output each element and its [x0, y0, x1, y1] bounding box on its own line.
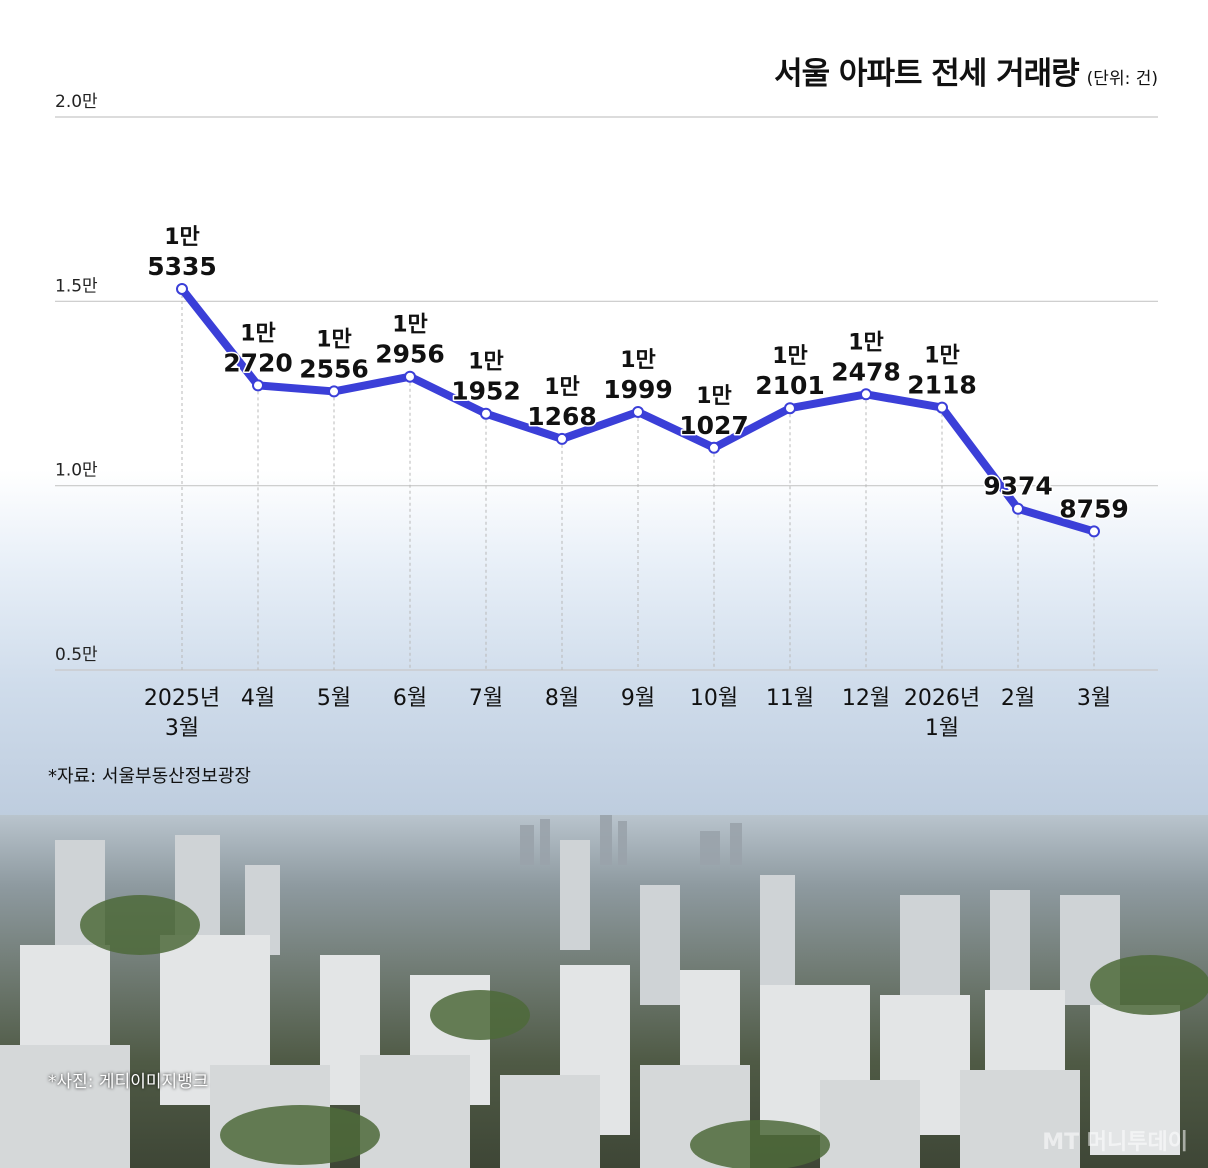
sky-background — [0, 470, 1208, 830]
x-tick-label: 2025년 — [144, 686, 220, 711]
data-point — [1088, 525, 1100, 538]
value-label: 8759 — [1059, 494, 1129, 523]
value-label-top: 1만 — [468, 350, 504, 375]
data-point — [936, 401, 948, 414]
y-tick-label: 1.5만 — [55, 276, 98, 296]
chart-title-block: 서울 아파트 전세 거래량 (단위: 건) — [774, 48, 1158, 93]
x-tick-label: 6월 — [393, 686, 427, 711]
value-label: 1027 — [679, 411, 749, 440]
value-label: 2956 — [375, 340, 445, 369]
chart-title: 서울 아파트 전세 거래량 — [774, 56, 1080, 92]
x-tick-label: 12월 — [842, 686, 890, 711]
x-tick-label: 10월 — [690, 686, 738, 711]
data-point — [480, 407, 492, 420]
x-tick-label: 3월 — [1077, 686, 1111, 711]
value-label-top: 1만 — [772, 344, 808, 369]
unit-label: (단위: 건) — [1086, 69, 1158, 89]
y-tick-label: 1.0만 — [55, 461, 98, 481]
photo-credit: *사진: 게티이미지뱅크 — [48, 1072, 209, 1092]
x-tick-label: 1월 — [925, 716, 959, 741]
value-label-top: 1만 — [240, 321, 276, 346]
x-tick-label: 9월 — [621, 686, 655, 711]
value-label: 2101 — [755, 371, 825, 400]
value-label-top: 1만 — [848, 330, 884, 355]
watermark: MT 머니투데이 — [1042, 1130, 1188, 1155]
value-label: 2556 — [299, 354, 369, 383]
value-label-top: 1만 — [316, 327, 352, 352]
data-point — [176, 282, 188, 295]
data-point — [252, 379, 264, 392]
data-point — [404, 370, 416, 383]
value-label: 9374 — [983, 472, 1053, 501]
value-label: 5335 — [147, 252, 217, 281]
x-tick-label: 2026년 — [904, 686, 980, 711]
value-label-top: 1만 — [620, 348, 656, 373]
skyline-illustration — [0, 815, 1208, 1168]
x-tick-label: 7월 — [469, 686, 503, 711]
value-label: 2478 — [831, 357, 901, 386]
value-label-top: 1만 — [164, 225, 200, 250]
x-tick-label: 2월 — [1001, 686, 1035, 711]
y-tick-label: 0.5만 — [55, 645, 98, 665]
data-point — [860, 388, 872, 401]
y-tick-label: 2.0만 — [55, 92, 98, 112]
data-point — [784, 402, 796, 415]
value-label-top: 1만 — [924, 344, 960, 369]
data-point — [556, 432, 568, 445]
x-tick-label: 11월 — [766, 686, 814, 711]
value-label: 1952 — [451, 377, 521, 406]
x-tick-label: 3월 — [165, 716, 199, 741]
x-tick-label: 8월 — [545, 686, 579, 711]
value-label: 2720 — [223, 348, 293, 377]
value-label: 1999 — [603, 375, 673, 404]
value-label-top: 1만 — [392, 313, 428, 338]
city-skyline-photo — [0, 815, 1208, 1168]
value-label-top: 1만 — [544, 375, 580, 400]
data-point — [328, 385, 340, 398]
value-label-top: 1만 — [696, 384, 732, 409]
source-note: *자료: 서울부동산정보광장 — [48, 766, 251, 787]
value-label: 2118 — [907, 371, 977, 400]
data-point — [632, 405, 644, 418]
x-tick-label: 5월 — [317, 686, 351, 711]
data-point — [1012, 502, 1024, 515]
value-label: 1268 — [527, 402, 597, 431]
x-tick-label: 4월 — [241, 686, 275, 711]
data-point — [708, 441, 720, 454]
